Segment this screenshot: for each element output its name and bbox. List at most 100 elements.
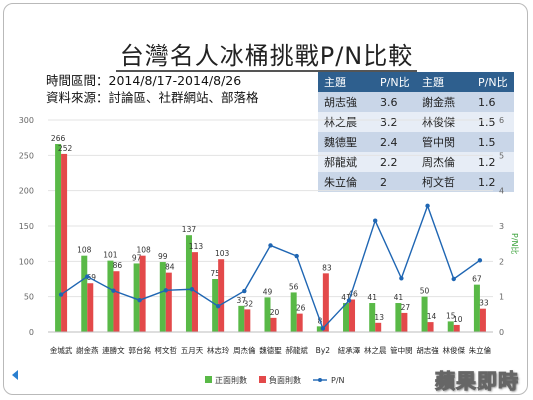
positive-data-label: 56 — [289, 282, 299, 291]
table-row: 魏德聖 2.4 管中閔 1.5 — [318, 132, 514, 152]
pn-point — [215, 304, 221, 309]
positive-data-label: 67 — [472, 275, 482, 284]
y-right-tick-label: 5 — [499, 151, 504, 160]
negative-data-label: 14 — [427, 312, 437, 321]
data-source: 資料來源：討論區、社群網站、部落格 — [46, 90, 259, 105]
legend-label: 正面則數 — [215, 375, 247, 385]
negative-data-label: 10 — [453, 315, 463, 324]
pn-point — [137, 298, 142, 303]
table-cell: 1.2 — [472, 172, 514, 192]
positive-data-label: 99 — [158, 252, 168, 261]
positive-data-label: 41 — [394, 293, 404, 302]
category-label: 林之晨 — [364, 345, 387, 355]
negative-data-label: 26 — [296, 304, 306, 313]
negative-data-label: 84 — [165, 263, 175, 272]
table-cell: 郝龍斌 — [318, 152, 374, 172]
negative-bar — [375, 322, 382, 332]
pn-point — [268, 243, 273, 248]
pn-point — [451, 276, 456, 282]
table-cell: 1.5 — [472, 132, 514, 152]
positive-bar — [421, 296, 428, 332]
negative-data-label: 103 — [215, 249, 230, 258]
y-left-tick-label: 150 — [19, 222, 34, 231]
table-cell: 胡志強 — [318, 92, 374, 112]
positive-bar — [55, 144, 62, 332]
table-cell: 3.6 — [374, 92, 416, 112]
negative-data-label: 27 — [401, 303, 411, 312]
legend-swatch — [259, 376, 266, 383]
category-label: 金城武 — [50, 345, 73, 355]
negative-bar — [165, 272, 172, 332]
category-label: 五月天 — [181, 346, 204, 355]
negative-bar — [453, 324, 460, 332]
negative-bar — [322, 273, 329, 332]
table-cell: 林俊傑 — [416, 112, 472, 132]
pn-point — [85, 274, 90, 279]
negative-data-label: 108 — [136, 246, 151, 255]
positive-data-label: 75 — [210, 269, 220, 278]
chart-title: 台灣名人冰桶挑戰P/N比較 — [0, 36, 533, 72]
y-left-tick-label: 300 — [19, 116, 34, 125]
negative-bar — [479, 308, 486, 332]
pn-point — [425, 203, 430, 209]
category-label: 魏德聖 — [259, 345, 282, 355]
category-label: 郝龍斌 — [285, 345, 308, 355]
positive-data-label: 41 — [341, 293, 351, 302]
positive-bar — [369, 303, 376, 332]
table-cell: 2 — [374, 172, 416, 192]
pn-point — [346, 298, 352, 303]
pn-point — [242, 288, 247, 294]
positive-bar — [343, 303, 350, 332]
pn-ratio-table: 主題 P/N比 主題 P/N比 胡志強 3.6 謝金燕 1.6 林之晨 3.2 … — [318, 72, 514, 192]
negative-bar — [61, 153, 68, 332]
table-header: 主題 — [416, 72, 472, 92]
table-cell: 1.6 — [472, 92, 514, 112]
positive-bar — [107, 260, 114, 332]
y-right-tick-label: 0 — [499, 328, 504, 337]
table-cell: 2.2 — [374, 152, 416, 172]
pn-point — [163, 288, 168, 293]
negative-data-label: 46 — [348, 289, 358, 298]
pn-point — [373, 218, 378, 223]
negative-data-label: 83 — [322, 263, 332, 272]
table-row: 林之晨 3.2 林俊傑 1.5 — [318, 112, 514, 132]
negative-data-label: 13 — [374, 313, 384, 322]
positive-bar — [447, 321, 454, 332]
negative-bar — [244, 309, 251, 332]
negative-data-label: 252 — [58, 144, 73, 153]
table-cell: 柯文哲 — [416, 172, 472, 192]
y-right-axis-label: P/N比 — [510, 233, 520, 255]
positive-bar — [473, 284, 480, 332]
table-header-row: 主題 P/N比 主題 P/N比 — [318, 72, 514, 92]
positive-data-label: 101 — [103, 251, 118, 260]
negative-data-label: 20 — [270, 308, 280, 317]
y-left-tick-label: 250 — [19, 151, 34, 160]
positive-bar — [264, 297, 271, 332]
table-cell: 林之晨 — [318, 112, 374, 132]
pn-point — [320, 326, 326, 331]
category-label: 謝金燕 — [76, 345, 99, 355]
positive-bar — [212, 279, 219, 332]
y-left-tick-label: 200 — [19, 187, 34, 196]
negative-bar — [349, 299, 356, 332]
category-label: 柯文哲 — [155, 345, 178, 355]
legend-label: 負面則數 — [269, 375, 301, 385]
category-label: 林志玲 — [207, 345, 230, 355]
table-cell: 1.5 — [472, 112, 514, 132]
positive-data-label: 41 — [367, 293, 377, 302]
previous-arrow-icon[interactable] — [12, 370, 18, 380]
negative-bar — [218, 259, 225, 332]
positive-bar — [316, 326, 323, 332]
y-right-tick-label: 6 — [499, 116, 504, 125]
table-cell: 管中閔 — [416, 132, 472, 152]
pn-point — [294, 253, 299, 259]
y-right-tick-label: 1 — [499, 293, 504, 302]
table-cell: 3.2 — [374, 112, 416, 132]
positive-data-label: 37 — [237, 296, 247, 305]
pn-point — [189, 287, 195, 292]
negative-bar — [139, 255, 146, 332]
negative-bar — [270, 317, 277, 332]
category-label: 連勝文 — [102, 345, 125, 355]
negative-bar — [401, 312, 408, 332]
